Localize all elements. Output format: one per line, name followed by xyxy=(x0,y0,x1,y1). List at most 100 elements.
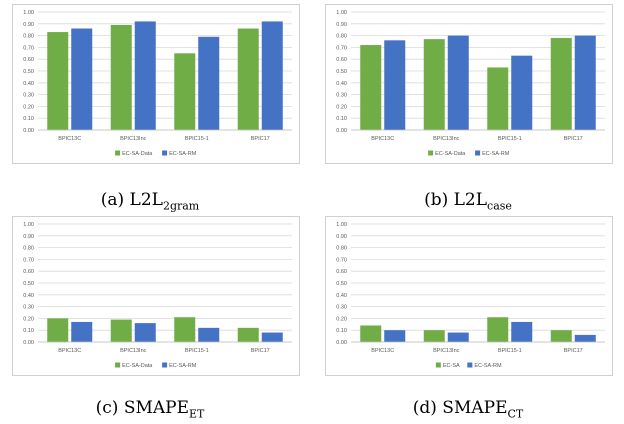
legend-swatch xyxy=(162,150,168,156)
y-tick-label: 0.60 xyxy=(336,57,347,63)
chart-panel-b: 0.00 0.10 0.20 0.30 0.40 0.50 0.60 0.70 0.80 0.90… xyxy=(325,4,613,164)
legend-swatch xyxy=(475,150,481,156)
y-tick-label: 0.10 xyxy=(336,116,347,122)
y-tick-label: 0.10 xyxy=(23,116,34,122)
y-tick-label: 0.70 xyxy=(336,257,347,263)
y-tick-label: 1.00 xyxy=(336,222,347,228)
x-tick-label: BPIC13Inc xyxy=(120,136,147,142)
bar-series-2 xyxy=(574,35,596,130)
bar-chart-b: 0.00 0.10 0.20 0.30 0.40 0.50 0.60 0.70 0.80 0.90… xyxy=(325,4,613,164)
caption-letter: (b) xyxy=(424,190,449,210)
y-tick-label: 0.90 xyxy=(23,234,34,240)
bar-series-2 xyxy=(134,21,156,130)
chart-frame xyxy=(12,216,300,376)
bar-series-2 xyxy=(198,36,220,130)
y-tick-label: 0.00 xyxy=(336,128,347,134)
x-tick-label: BPIC13C xyxy=(371,348,394,354)
bar-series-2 xyxy=(71,321,93,342)
caption-a: (a) L2L2gram xyxy=(0,190,300,212)
bar-chart-d: 0.00 0.10 0.20 0.30 0.40 0.50 0.60 0.70 0.80 0.90… xyxy=(325,216,613,376)
bar-series-2 xyxy=(447,35,469,130)
x-tick-label: BPIC15-1 xyxy=(185,136,209,142)
x-tick-label: BPIC15-1 xyxy=(498,136,522,142)
bar-series-2 xyxy=(198,327,220,342)
bar-series-2 xyxy=(384,40,406,130)
legend-swatch xyxy=(428,150,434,156)
y-tick-label: 0.50 xyxy=(336,69,347,75)
y-tick-label: 0.50 xyxy=(336,281,347,287)
y-tick-label: 0.70 xyxy=(23,45,34,51)
y-tick-label: 0.50 xyxy=(23,69,34,75)
bar-series-2 xyxy=(511,321,533,342)
y-tick-label: 0.90 xyxy=(336,234,347,240)
x-tick-label: BPIC13Inc xyxy=(120,348,147,354)
bar-series-1 xyxy=(423,330,445,342)
legend-swatch xyxy=(162,362,168,368)
bar-chart-a: 0.00 0.10 0.20 0.30 0.40 0.50 0.60 0.70 0.80 0.90… xyxy=(12,4,300,164)
legend-label: EC-SA-RM xyxy=(474,363,502,369)
caption-sub: 2gram xyxy=(162,199,200,213)
bar-series-1 xyxy=(174,53,196,130)
bar-series-1 xyxy=(237,28,259,130)
chart-frame xyxy=(325,216,613,376)
x-tick-label: BPIC13C xyxy=(58,136,81,142)
bar-series-2 xyxy=(71,28,93,130)
y-tick-label: 0.40 xyxy=(336,81,347,87)
y-tick-label: 0.80 xyxy=(23,246,34,252)
y-tick-label: 0.40 xyxy=(23,81,34,87)
y-tick-label: 0.20 xyxy=(23,316,34,322)
bar-series-1 xyxy=(550,37,572,130)
caption-letter: (d) xyxy=(412,398,437,418)
legend-label: EC-SA-Data xyxy=(435,151,466,157)
caption-main: L2L xyxy=(129,190,163,210)
y-tick-label: 0.30 xyxy=(336,93,347,99)
y-tick-label: 0.70 xyxy=(23,257,34,263)
y-tick-label: 0.80 xyxy=(23,34,34,40)
bar-series-1 xyxy=(487,317,509,342)
y-tick-label: 0.40 xyxy=(23,293,34,299)
caption-main: L2L xyxy=(453,190,488,210)
caption-d: (d) SMAPECT xyxy=(318,398,618,420)
bar-series-2 xyxy=(447,332,469,342)
x-tick-label: BPIC17 xyxy=(564,348,583,354)
bar-series-1 xyxy=(110,24,132,131)
y-tick-label: 0.90 xyxy=(23,22,34,28)
caption-letter: (c) xyxy=(95,398,119,418)
caption-main: SMAPE xyxy=(123,398,189,418)
bar-series-1 xyxy=(47,32,69,130)
legend-label: EC-SA-RM xyxy=(169,363,197,369)
bar-series-2 xyxy=(574,334,596,342)
bar-series-1 xyxy=(360,325,382,342)
y-tick-label: 0.00 xyxy=(336,340,347,346)
x-tick-label: BPIC17 xyxy=(564,136,583,142)
y-tick-label: 0.80 xyxy=(336,246,347,252)
bar-series-1 xyxy=(47,318,69,342)
y-tick-label: 1.00 xyxy=(23,10,34,16)
bar-series-2 xyxy=(261,21,283,130)
y-tick-label: 1.00 xyxy=(23,222,34,228)
legend-label: EC-SA-Data xyxy=(122,151,153,157)
caption-letter: (a) xyxy=(100,190,125,210)
x-tick-label: BPIC13Inc xyxy=(433,348,460,354)
bar-series-2 xyxy=(384,330,406,342)
y-tick-label: 0.30 xyxy=(336,305,347,311)
y-tick-label: 0.20 xyxy=(336,104,347,110)
legend-swatch xyxy=(115,150,121,156)
bar-series-1 xyxy=(110,319,132,342)
legend-label: EC-SA-RM xyxy=(482,151,510,157)
bar-series-1 xyxy=(237,327,259,342)
x-tick-label: BPIC13C xyxy=(371,136,394,142)
caption-c: (c) SMAPEET xyxy=(0,398,300,420)
legend-swatch xyxy=(435,362,441,368)
y-tick-label: 0.00 xyxy=(23,340,34,346)
y-tick-label: 0.80 xyxy=(336,34,347,40)
y-tick-label: 0.30 xyxy=(23,305,34,311)
bar-series-1 xyxy=(423,39,445,130)
y-tick-label: 0.20 xyxy=(23,104,34,110)
x-tick-label: BPIC15-1 xyxy=(498,348,522,354)
y-tick-label: 0.20 xyxy=(336,316,347,322)
chart-panel-a: 0.00 0.10 0.20 0.30 0.40 0.50 0.60 0.70 0.80 0.90… xyxy=(12,4,300,164)
chart-panel-d: 0.00 0.10 0.20 0.30 0.40 0.50 0.60 0.70 0.80 0.90… xyxy=(325,216,613,376)
y-tick-label: 0.60 xyxy=(336,269,347,275)
legend-label: EC-SA-Data xyxy=(122,363,153,369)
